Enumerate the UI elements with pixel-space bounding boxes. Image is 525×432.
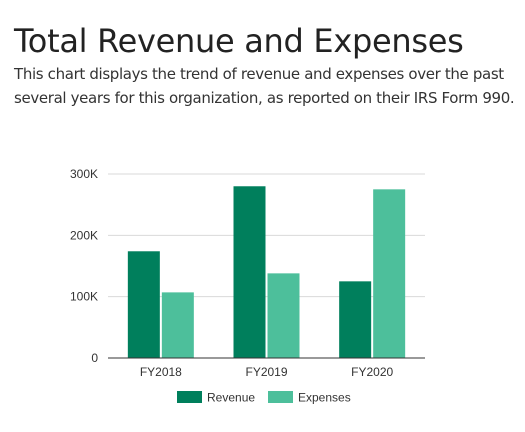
bar-expenses-fy2019 xyxy=(267,273,300,358)
legend-label-revenue: Revenue xyxy=(207,391,255,405)
y-tick-label: 200K xyxy=(70,228,98,242)
legend-label-expenses: Expenses xyxy=(298,391,351,405)
x-axis-ticks: FY2018 FY2019 FY2020 xyxy=(140,365,394,379)
y-tick-label: 100K xyxy=(70,290,98,304)
x-tick-label: FY2019 xyxy=(245,365,287,379)
bar-expenses-fy2020 xyxy=(373,189,406,358)
x-tick-label: FY2018 xyxy=(140,365,182,379)
legend-swatch-revenue xyxy=(177,391,202,403)
bar-expenses-fy2018 xyxy=(161,292,194,358)
y-tick-label: 0 xyxy=(91,351,98,365)
y-axis-ticks: 0 100K 200K 300K xyxy=(70,167,98,365)
page-description: This chart displays the trend of revenue… xyxy=(14,65,515,107)
revenue-expenses-chart: 0 100K 200K 300K FY2018 FY2019 FY2020 Revenue… xyxy=(70,167,425,405)
gridlines xyxy=(108,173,425,298)
bars xyxy=(127,186,406,358)
y-tick-label: 300K xyxy=(70,167,98,181)
bar-revenue-fy2020 xyxy=(339,281,372,358)
bar-revenue-fy2019 xyxy=(233,186,266,358)
bar-revenue-fy2018 xyxy=(127,251,160,358)
x-tick-label: FY2020 xyxy=(351,365,393,379)
legend: Revenue Expenses xyxy=(177,391,351,405)
page-title: Total Revenue and Expenses xyxy=(14,22,464,60)
legend-swatch-expenses xyxy=(268,391,293,403)
